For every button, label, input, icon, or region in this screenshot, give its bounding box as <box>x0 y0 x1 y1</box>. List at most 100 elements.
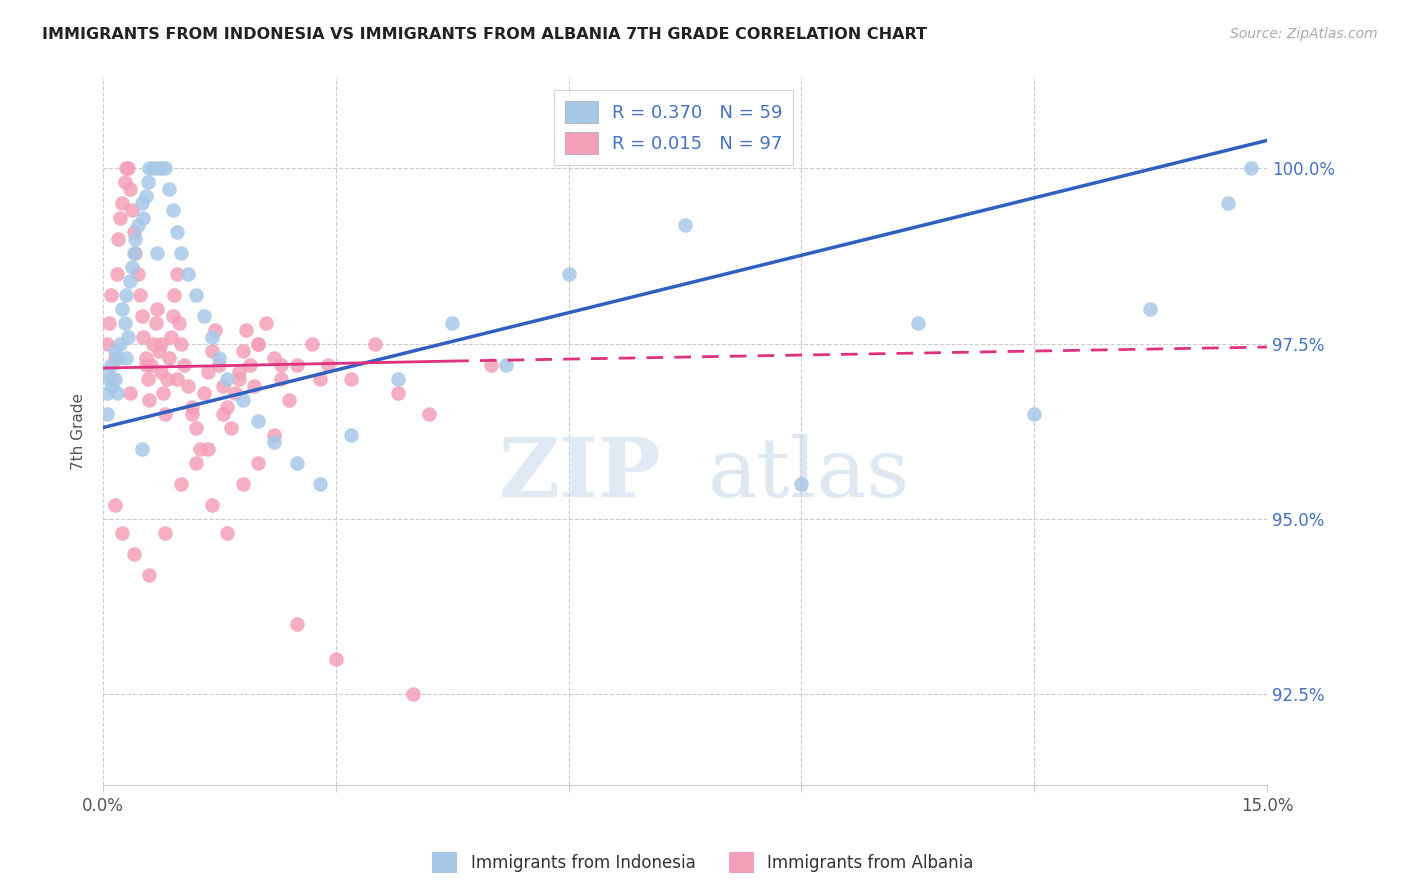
Point <box>208 358 231 372</box>
Point <box>98 371 121 385</box>
Point <box>790 476 813 491</box>
Point <box>121 260 143 274</box>
Point <box>387 371 409 385</box>
Point <box>146 301 169 316</box>
Point <box>247 336 270 351</box>
Point <box>212 407 235 421</box>
Point <box>232 476 254 491</box>
Point <box>153 525 176 540</box>
Point <box>131 442 153 456</box>
Point <box>1216 196 1239 211</box>
Point <box>122 225 145 239</box>
Point <box>153 161 176 176</box>
Point <box>1022 407 1045 421</box>
Point <box>150 161 173 176</box>
Point <box>215 525 238 540</box>
Point <box>142 336 165 351</box>
Point <box>138 161 160 176</box>
Point <box>111 525 134 540</box>
Point <box>105 267 128 281</box>
Point <box>285 456 308 470</box>
Point <box>132 329 155 343</box>
Point <box>232 343 254 358</box>
Point <box>138 392 160 407</box>
Point <box>100 358 122 372</box>
Point <box>121 203 143 218</box>
Point <box>200 343 222 358</box>
Point <box>224 385 246 400</box>
Point <box>120 385 142 400</box>
Text: Source: ZipAtlas.com: Source: ZipAtlas.com <box>1230 27 1378 41</box>
Point <box>138 567 160 582</box>
Point <box>107 351 129 365</box>
Point <box>557 267 579 281</box>
Point <box>167 316 190 330</box>
Point <box>169 476 191 491</box>
Point <box>136 176 159 190</box>
Point <box>907 316 929 330</box>
Point <box>301 336 323 351</box>
Point <box>243 378 266 392</box>
Point <box>136 371 159 385</box>
Point <box>254 316 277 330</box>
Point <box>166 225 188 239</box>
Point <box>96 385 118 400</box>
Point <box>340 371 363 385</box>
Point <box>142 161 165 176</box>
Point <box>103 498 125 512</box>
Point <box>152 385 174 400</box>
Point <box>163 287 186 301</box>
Point <box>117 161 139 176</box>
Point <box>200 498 222 512</box>
Point <box>108 211 131 225</box>
Point <box>124 245 146 260</box>
Point <box>153 407 176 421</box>
Text: ZIP: ZIP <box>499 434 662 514</box>
Point <box>219 420 242 434</box>
Point <box>135 189 157 203</box>
Text: IMMIGRANTS FROM INDONESIA VS IMMIGRANTS FROM ALBANIA 7TH GRADE CORRELATION CHART: IMMIGRANTS FROM INDONESIA VS IMMIGRANTS … <box>42 27 927 42</box>
Point <box>193 385 215 400</box>
Point <box>105 385 128 400</box>
Point <box>1240 161 1263 176</box>
Point <box>1139 301 1161 316</box>
Point <box>166 371 188 385</box>
Point <box>100 287 122 301</box>
Point <box>278 392 301 407</box>
Point <box>115 351 138 365</box>
Point <box>212 378 235 392</box>
Point <box>103 351 125 365</box>
Point <box>146 245 169 260</box>
Point <box>247 414 270 428</box>
Point <box>309 371 332 385</box>
Point <box>325 651 347 665</box>
Point <box>181 407 204 421</box>
Legend: R = 0.370   N = 59, R = 0.015   N = 97: R = 0.370 N = 59, R = 0.015 N = 97 <box>554 90 793 165</box>
Point <box>114 316 136 330</box>
Point <box>150 336 173 351</box>
Point <box>263 351 285 365</box>
Legend: Immigrants from Indonesia, Immigrants from Albania: Immigrants from Indonesia, Immigrants fr… <box>426 846 980 880</box>
Point <box>184 287 207 301</box>
Point <box>239 358 262 372</box>
Point <box>204 322 226 336</box>
Point <box>197 442 219 456</box>
Point <box>215 371 238 385</box>
Point <box>363 336 385 351</box>
Point <box>132 211 155 225</box>
Point <box>96 407 118 421</box>
Point <box>127 267 149 281</box>
Point <box>270 358 292 372</box>
Point <box>135 351 157 365</box>
Point <box>120 182 142 196</box>
Point <box>235 322 257 336</box>
Point <box>146 161 169 176</box>
Point <box>135 358 157 372</box>
Point <box>418 407 440 421</box>
Point <box>111 301 134 316</box>
Point <box>150 365 173 379</box>
Point <box>145 316 167 330</box>
Point <box>270 371 292 385</box>
Point <box>162 203 184 218</box>
Point <box>263 434 285 449</box>
